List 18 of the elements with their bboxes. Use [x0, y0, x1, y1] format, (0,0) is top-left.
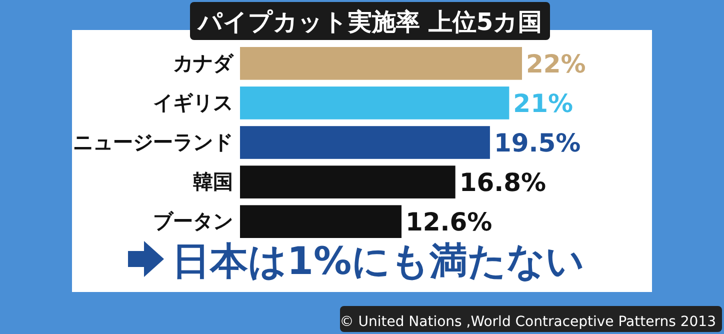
chart-title: パイプカット実施率 上位5カ国	[196, 8, 542, 36]
y-tick-label: ニュージーランド	[73, 130, 233, 154]
y-tick-label: カナダ	[173, 50, 234, 75]
y-tick-label: 韓国	[193, 169, 233, 194]
data-label: 21%	[513, 88, 574, 118]
bar	[240, 166, 456, 198]
data-label: 19.5%	[494, 128, 581, 158]
y-tick-label: ブータン	[153, 208, 233, 233]
bar	[240, 86, 510, 120]
data-label: 16.8%	[459, 168, 546, 198]
annotation: 日本は1%にも満たない	[172, 239, 585, 283]
bar	[240, 47, 522, 80]
data-label: 22%	[526, 49, 586, 78]
bar	[240, 205, 402, 238]
bar	[240, 126, 490, 159]
text: © United Nations ,World Contraceptive Patterns 2013	[340, 314, 716, 330]
y-tick-label: イギリス	[153, 90, 233, 114]
data-label: 12.6%	[406, 208, 492, 237]
